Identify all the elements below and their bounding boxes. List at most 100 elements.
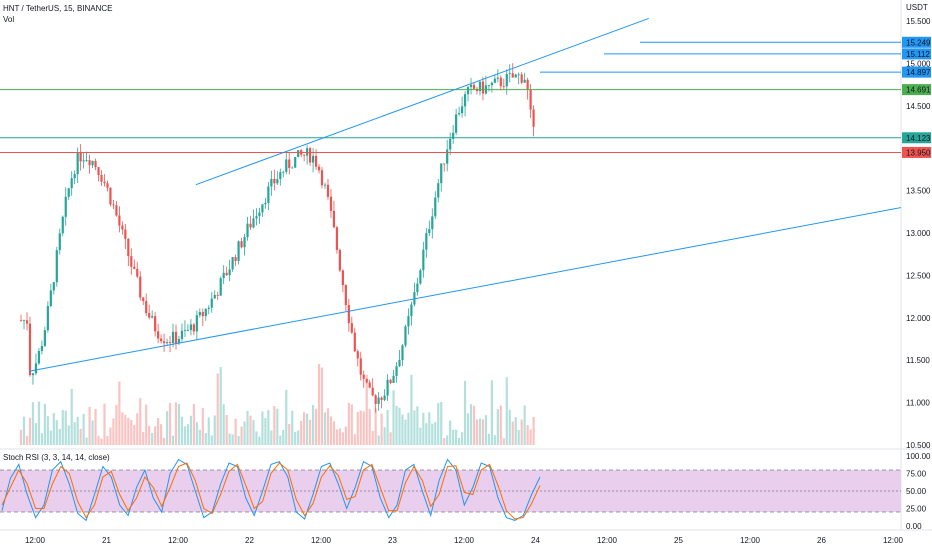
candle-body (168, 342, 172, 344)
candle-body (267, 186, 270, 203)
candle-body (514, 74, 517, 78)
rsi-tick-label: 50.00 (906, 487, 927, 496)
candle-body (446, 149, 449, 164)
volume-bar (246, 410, 249, 445)
candle-body (487, 85, 491, 86)
volume-bar (103, 403, 106, 445)
candle-body (508, 73, 511, 75)
candle-body (100, 174, 103, 182)
volume-bar (112, 418, 115, 445)
volume-bar (82, 413, 85, 445)
candle-body (466, 87, 470, 95)
candle-body (273, 178, 276, 184)
chart-title: HNT / TetherUS, 15, BINANCE (3, 4, 113, 13)
candle-body (82, 160, 85, 162)
candle-body (237, 241, 240, 261)
volume-bar (261, 411, 264, 445)
candle-body (231, 257, 234, 270)
candle-body (162, 341, 166, 344)
currency-label: USDT (906, 3, 928, 12)
candle-body (332, 210, 336, 228)
volume-bar (204, 433, 207, 445)
volume-bar (145, 404, 148, 445)
candle-body (112, 204, 115, 206)
candle-body (303, 154, 306, 156)
candle-body (520, 74, 523, 83)
candle-body (422, 249, 425, 271)
candle-body (338, 250, 342, 271)
candle-body (171, 331, 175, 344)
candle-body (58, 233, 61, 251)
candle-body (380, 397, 383, 400)
price-level-tag (902, 36, 931, 48)
candle-body (174, 331, 178, 344)
candle-body (404, 326, 407, 346)
volume-bar (532, 416, 535, 445)
volume-bar (25, 436, 29, 445)
candle-body (350, 323, 353, 333)
candle-body (31, 373, 35, 376)
candle-body (246, 223, 249, 238)
candle-body (201, 311, 204, 317)
volume-bar (127, 417, 130, 445)
volume-bar (258, 436, 261, 445)
volume-bar (177, 404, 181, 445)
candle-body (157, 331, 160, 339)
candle-body (523, 79, 526, 83)
volume-bar (160, 424, 163, 445)
volume-bar (255, 431, 258, 445)
volume-bar (231, 434, 234, 445)
volume-bar (252, 420, 255, 445)
volume-bar (219, 367, 222, 445)
candle-body (109, 187, 112, 205)
volume-bar (472, 405, 476, 445)
time-tick-label: 25 (674, 536, 683, 545)
volume-bar (368, 409, 371, 445)
candle-body (52, 282, 55, 291)
candle-body (291, 167, 294, 169)
volume-bar (326, 408, 330, 445)
candle-body (258, 212, 261, 217)
candle-body (416, 283, 419, 293)
volume-bar (362, 411, 365, 445)
volume-bar (124, 414, 127, 445)
volume-bar (234, 418, 237, 445)
candle-body (264, 202, 267, 205)
volume-bar (210, 435, 213, 445)
candle-body (91, 160, 94, 166)
price-level-label: 15.249 (906, 38, 931, 47)
volume-bar (198, 429, 201, 445)
candle-body (326, 184, 330, 197)
volume-bar (88, 406, 91, 445)
price-level-tag (902, 132, 931, 144)
candle-body (67, 188, 70, 197)
volume-bar (347, 402, 350, 445)
volume-bar (183, 426, 187, 445)
price-tick-label: 15.500 (906, 17, 931, 26)
candle-body (210, 298, 213, 308)
volume-bar (73, 422, 76, 445)
price-tick-label: 12.500 (906, 271, 931, 280)
volume-bar (285, 389, 288, 445)
candle-body (136, 268, 139, 277)
volume-bar (428, 412, 431, 445)
candle-body (225, 272, 228, 276)
time-tick-label: 23 (388, 536, 397, 545)
volume-bar (264, 418, 267, 445)
candle-body (261, 204, 264, 213)
candle-body (204, 308, 207, 317)
volume-group (19, 363, 535, 445)
price-tick-label: 14.500 (906, 102, 931, 111)
volume-bar (455, 429, 458, 445)
candle-body (478, 81, 482, 92)
volume-bar (139, 398, 142, 445)
price-level-label: 14.897 (906, 68, 931, 77)
candle-body (455, 114, 458, 133)
volume-bar (19, 429, 23, 445)
volume-bar (466, 413, 470, 445)
price-tick-label: 13.000 (906, 229, 931, 238)
time-tick-label: 12:00 (168, 536, 189, 545)
volume-bar (353, 434, 356, 445)
